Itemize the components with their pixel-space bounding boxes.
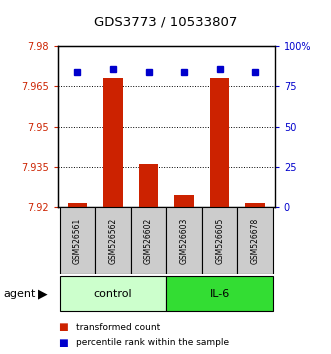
- FancyBboxPatch shape: [131, 207, 166, 274]
- Bar: [68, 203, 87, 207]
- FancyBboxPatch shape: [95, 207, 131, 274]
- Bar: [103, 78, 123, 207]
- FancyBboxPatch shape: [237, 207, 273, 274]
- Text: IL-6: IL-6: [210, 289, 230, 299]
- FancyBboxPatch shape: [166, 207, 202, 274]
- Text: ■: ■: [58, 338, 68, 348]
- Text: GSM526561: GSM526561: [73, 218, 82, 264]
- Text: GSM526605: GSM526605: [215, 217, 224, 264]
- Bar: [245, 203, 265, 207]
- Text: transformed count: transformed count: [76, 323, 161, 332]
- Text: GSM526562: GSM526562: [109, 218, 118, 264]
- FancyBboxPatch shape: [60, 207, 95, 274]
- Bar: [210, 78, 229, 207]
- Bar: [174, 195, 194, 207]
- Text: percentile rank within the sample: percentile rank within the sample: [76, 338, 229, 347]
- Text: control: control: [94, 289, 132, 299]
- Text: GSM526602: GSM526602: [144, 218, 153, 264]
- FancyBboxPatch shape: [166, 276, 273, 312]
- Text: GDS3773 / 10533807: GDS3773 / 10533807: [94, 16, 237, 29]
- FancyBboxPatch shape: [60, 276, 166, 312]
- Text: ▶: ▶: [38, 287, 48, 300]
- Text: GSM526603: GSM526603: [180, 217, 189, 264]
- Text: GSM526678: GSM526678: [251, 218, 260, 264]
- Text: agent: agent: [3, 289, 36, 299]
- Text: ■: ■: [58, 322, 68, 332]
- FancyBboxPatch shape: [202, 207, 237, 274]
- Bar: [139, 164, 158, 207]
